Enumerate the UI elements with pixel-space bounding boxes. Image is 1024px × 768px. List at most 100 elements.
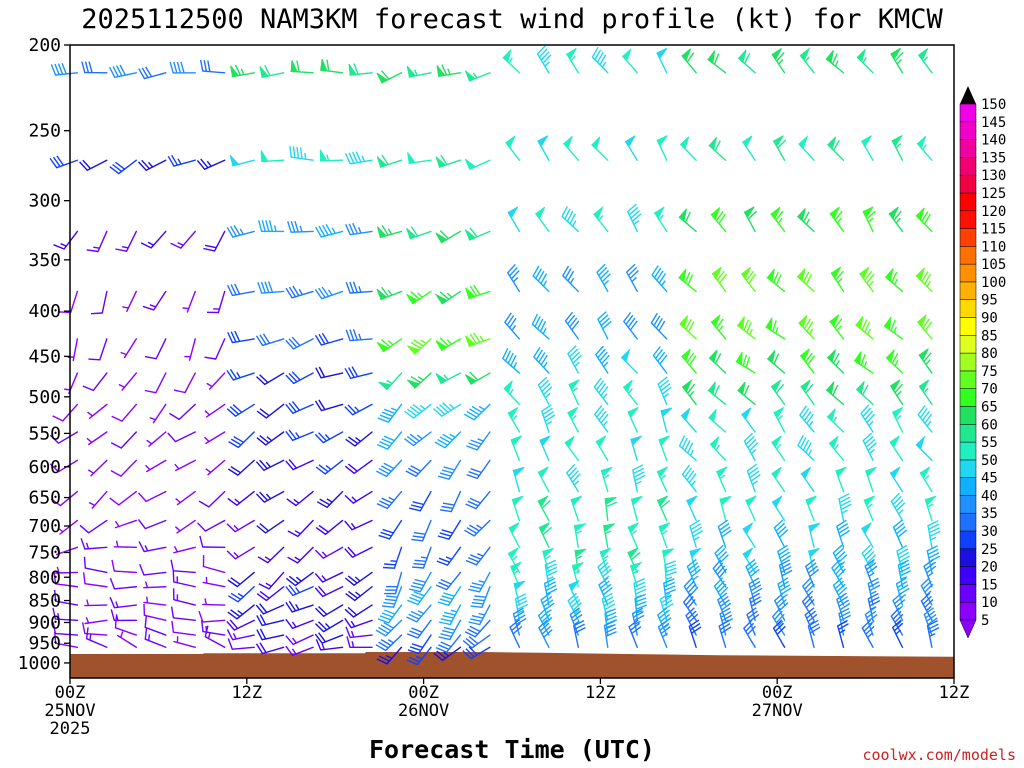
barb-full <box>204 356 216 360</box>
barb-full <box>691 526 703 534</box>
colorbar-segment <box>959 317 977 336</box>
barb-full <box>634 593 646 600</box>
barb-full <box>355 151 362 163</box>
barb-full <box>345 438 356 447</box>
barb-full <box>352 151 359 163</box>
barb-staff <box>444 431 462 449</box>
colorbar-segment <box>959 103 977 123</box>
barb-staff <box>54 72 79 76</box>
barb-full <box>412 582 424 587</box>
barb-full <box>463 413 475 421</box>
colorbar-label: 40 <box>981 488 998 504</box>
barb-full <box>376 470 387 478</box>
wind-barb <box>535 206 550 233</box>
barb-staff <box>87 519 108 534</box>
barb-half <box>841 509 848 514</box>
wind-barb <box>406 290 432 305</box>
barb-full <box>805 383 814 394</box>
barb-full <box>314 433 324 444</box>
wind-barb <box>67 338 79 362</box>
wind-barb <box>407 152 432 165</box>
wind-barb <box>436 64 462 77</box>
barb-staff <box>233 619 255 631</box>
barb-full <box>318 605 328 615</box>
barb-flag <box>710 207 721 221</box>
barb-flag <box>771 47 782 61</box>
wind-barb <box>314 431 344 444</box>
barb-full <box>683 577 693 587</box>
barb-half <box>206 160 212 167</box>
barb-full <box>750 568 760 578</box>
wind-barb <box>658 435 670 462</box>
barb-full <box>233 225 241 236</box>
wind-barb <box>406 604 432 623</box>
barb-flag <box>924 495 937 507</box>
barb-flag <box>571 562 584 573</box>
wind-barb <box>184 338 196 361</box>
barb-full <box>504 312 512 323</box>
wind-barb <box>404 431 432 447</box>
barb-full <box>776 52 785 62</box>
barb-flag <box>535 206 546 220</box>
wind-barb <box>652 346 668 374</box>
barb-half <box>571 414 577 421</box>
barb-half <box>122 306 129 309</box>
barb-full <box>837 568 846 578</box>
barb-full <box>145 66 153 78</box>
barb-full <box>198 610 204 623</box>
barb-full <box>542 407 553 416</box>
barb-full <box>894 383 904 394</box>
barb-full <box>406 659 418 666</box>
barb-full <box>598 410 607 421</box>
barb-half <box>634 620 641 625</box>
colorbar-under-triangle <box>959 619 977 639</box>
barb-full <box>443 466 455 471</box>
barb-full <box>439 532 451 537</box>
barb-full <box>807 613 818 623</box>
wind-barb <box>712 559 728 588</box>
wind-barb <box>344 604 373 618</box>
barb-full <box>344 577 355 586</box>
barb-full <box>201 620 204 632</box>
barb-full <box>600 317 611 327</box>
barb-full <box>411 593 423 600</box>
barb-staff <box>59 490 79 507</box>
barb-staff <box>186 290 196 313</box>
wind-barb <box>603 620 617 648</box>
barb-full <box>664 585 676 592</box>
wind-barb <box>182 290 196 313</box>
plot-frame <box>69 44 955 679</box>
colorbar-label: 75 <box>981 364 998 380</box>
barb-full <box>894 52 904 62</box>
barb-staff <box>155 372 167 394</box>
barb-staff <box>415 459 432 477</box>
barb-flag <box>686 495 698 507</box>
wind-barb <box>50 490 79 507</box>
wind-barb <box>657 619 671 648</box>
barb-staff <box>201 603 226 606</box>
barb-full <box>462 640 473 649</box>
barb-staff <box>114 627 138 636</box>
barb-full <box>628 206 639 216</box>
barb-full <box>600 565 611 575</box>
barb-staff <box>743 440 756 462</box>
wind-barb <box>867 592 881 622</box>
wind-barb <box>468 571 491 593</box>
barb-full <box>230 466 241 474</box>
barb-half <box>867 632 873 639</box>
wind-barb <box>315 519 344 535</box>
barb-full <box>924 413 933 424</box>
wind-barb <box>438 619 462 641</box>
wind-barb <box>464 158 491 170</box>
barb-full <box>839 611 851 618</box>
barb-full <box>713 577 724 587</box>
barb-full <box>439 598 451 603</box>
barb-flag <box>892 406 904 419</box>
barb-flag <box>766 268 775 283</box>
barb-half <box>689 390 695 397</box>
barb-full <box>899 555 910 563</box>
y-tick-label: 350 <box>28 250 61 271</box>
barb-full <box>227 611 238 620</box>
barb-full <box>471 615 484 619</box>
